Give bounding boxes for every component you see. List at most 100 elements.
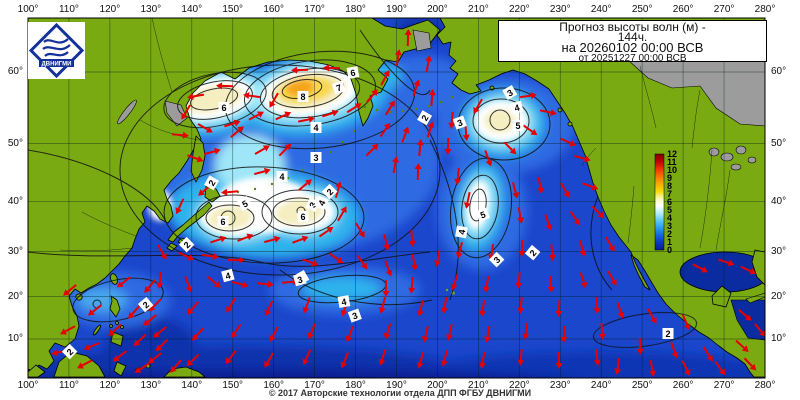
title-line-4: от 20251227 00:00 ВСВ [578, 53, 687, 62]
logo-text: ДВНИГМИ [42, 62, 72, 68]
wave-direction-arrow [108, 323, 122, 337]
colorbar-gradient [654, 153, 665, 251]
contour-label: 4 [314, 195, 329, 211]
lon-label-bottom: 130° [140, 380, 162, 391]
contour-label: 4 [310, 122, 322, 133]
lon-label-bottom: 250° [631, 380, 653, 391]
lat-label-right: 60° [771, 65, 787, 77]
wave-direction-arrow [440, 349, 448, 367]
wave-direction-arrow [378, 349, 387, 366]
wave-direction-arrow [227, 256, 245, 264]
wave-direction-arrow [537, 176, 544, 194]
wave-direction-arrow [518, 239, 526, 257]
contour-label: 4 [337, 295, 351, 308]
svg-text:6: 6 [220, 217, 225, 227]
wave-direction-arrow [515, 271, 523, 289]
wave-direction-arrow [743, 357, 757, 371]
lon-label-top: 120° [99, 4, 121, 15]
wave-direction-arrow [225, 350, 237, 365]
wave-direction-arrow [207, 276, 221, 288]
contour-label: 4 [455, 225, 468, 239]
contour-label: 8 [297, 91, 309, 102]
contour-label: 5 [475, 207, 490, 222]
wave-direction-arrow [569, 210, 581, 226]
svg-text:3: 3 [505, 87, 514, 98]
wave-direction-arrow [450, 274, 459, 291]
wave-direction-arrow [522, 322, 530, 340]
lon-label-top: 240° [590, 4, 612, 15]
cuba [745, 292, 765, 304]
lon-label-bottom: 120° [99, 380, 121, 391]
svg-text:2: 2 [665, 329, 670, 339]
lon-label-top: 210° [468, 4, 489, 15]
wave-direction-arrow [539, 109, 557, 117]
lon-label-bottom: 220° [508, 380, 530, 391]
colorbar-tick-label: 4 [667, 213, 672, 223]
wave-direction-arrow [649, 359, 656, 377]
wave-direction-arrow [519, 92, 537, 100]
wave-direction-arrow [221, 188, 239, 196]
logo-band [39, 59, 74, 67]
map-frame [27, 17, 766, 379]
wave-direction-arrow [636, 337, 644, 355]
wave-direction-arrow [157, 244, 167, 260]
wave-direction-arrow [670, 342, 679, 359]
title-box: Прогноз высоты волн (м) - 144ч. на 20260… [498, 20, 767, 62]
lat-label-right: 40° [771, 195, 787, 207]
title-line-3: на 20260102 00:00 ВСВ [561, 40, 704, 55]
svg-text:3: 3 [296, 275, 303, 286]
wave-direction-arrow [560, 137, 577, 147]
logo-waves-icon [42, 38, 71, 57]
wave-direction-arrow [210, 235, 227, 244]
svg-text:4: 4 [313, 123, 318, 133]
colorbar-tick-label: 10 [667, 165, 677, 175]
wave-direction-arrow [681, 314, 691, 331]
contour-label: 6 [297, 211, 309, 222]
wave-direction-arrow [412, 79, 421, 96]
wave-direction-arrow [647, 308, 657, 324]
wave-direction-arrow [411, 253, 418, 271]
wave-direction-arrow [479, 299, 487, 317]
svg-text:2: 2 [528, 248, 539, 258]
contour-label: 3 [310, 152, 322, 163]
wave-direction-arrow [384, 100, 395, 116]
contour-label: 6 [346, 66, 360, 79]
wave-direction-arrow [740, 265, 757, 275]
svg-text:3: 3 [313, 153, 318, 163]
lat-label-left: 60° [7, 65, 23, 77]
wave-direction-arrow [434, 249, 441, 267]
wave-direction-arrow [593, 296, 601, 314]
wave-direction-arrow [754, 323, 765, 337]
svg-text:5: 5 [240, 198, 249, 209]
svg-text:2: 2 [419, 113, 430, 122]
wave-direction-arrow [483, 275, 490, 293]
wave-direction-arrow [547, 275, 555, 293]
svg-text:6: 6 [350, 68, 357, 79]
contour-label: 7 [331, 80, 346, 95]
wave-direction-arrow [191, 327, 205, 341]
lon-label-bottom: 260° [672, 380, 694, 391]
wave-direction-arrow [322, 109, 339, 118]
wave-direction-arrow [401, 126, 410, 143]
lon-label-top: 140° [181, 4, 203, 15]
wave-direction-arrow [714, 360, 726, 376]
contour-label: 4 [510, 100, 524, 115]
copyright-line: © 2017 Авторские технологии отдела ДПП Ф… [268, 388, 532, 398]
contour-label: 5 [512, 120, 524, 131]
wave-direction-arrow [479, 351, 486, 369]
lon-label-top: 250° [631, 4, 653, 15]
contour-label: 2 [524, 244, 541, 261]
svg-text:4: 4 [224, 271, 231, 282]
wave-direction-arrow [275, 111, 292, 121]
svg-text:4: 4 [457, 229, 468, 236]
contour-label: 5 [237, 196, 253, 212]
wave-direction-arrow [87, 304, 102, 316]
wave-direction-arrow [428, 89, 436, 107]
wave-direction-arrow [425, 55, 432, 73]
svg-text:2: 2 [206, 178, 217, 187]
title-line-1: Прогноз высоты волн (м) - [559, 20, 706, 34]
colorbar-tick-label: 5 [667, 205, 672, 215]
wave-direction-arrow [607, 270, 617, 286]
